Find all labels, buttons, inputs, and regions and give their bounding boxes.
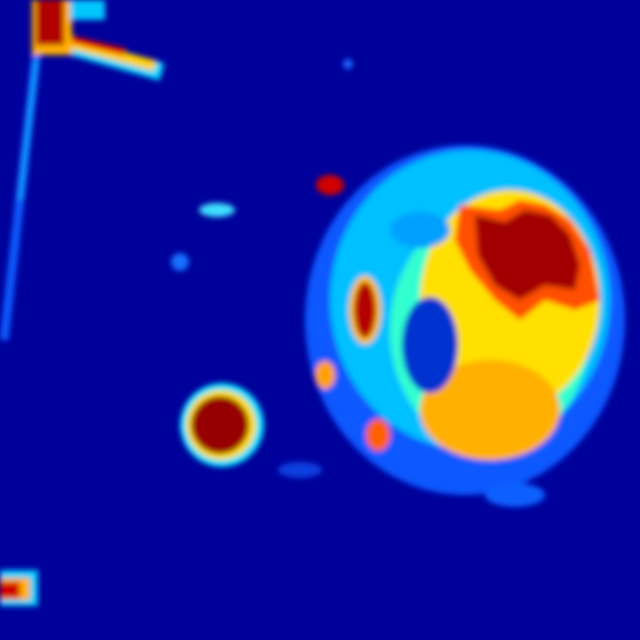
left-hot-core <box>354 282 376 338</box>
intensity-regions <box>0 0 625 606</box>
round-blob-core <box>191 396 249 454</box>
large-region-orange <box>420 360 560 460</box>
upper-hot <box>316 175 344 195</box>
left-streak-bright <box>17 59 39 201</box>
corner-edge <box>70 0 105 20</box>
edge-spot-core <box>0 582 20 598</box>
spot <box>278 462 322 478</box>
corner-core <box>36 0 64 45</box>
bottom-tail <box>485 483 545 507</box>
hot-core <box>475 210 580 300</box>
cold-hole <box>402 297 458 393</box>
spot <box>343 59 353 69</box>
side-hot <box>315 361 335 389</box>
lower-hot <box>366 419 390 451</box>
spot <box>199 203 235 217</box>
spot <box>171 253 189 271</box>
cold-area <box>390 212 450 248</box>
